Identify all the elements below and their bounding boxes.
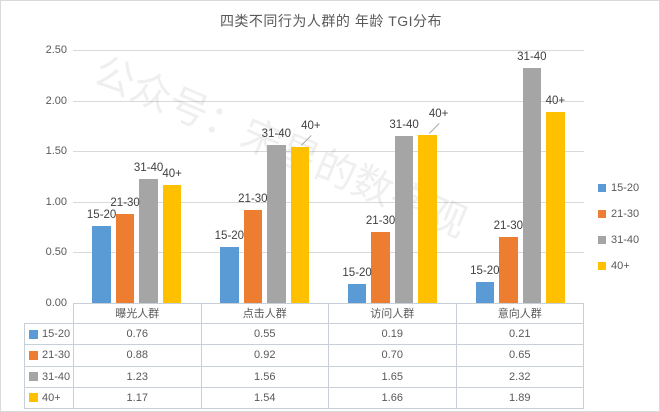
table-value-15-20-点击人群: 0.55 <box>201 324 329 346</box>
gridline-1.50 <box>73 151 584 152</box>
table-value-15-20-意向人群: 0.21 <box>456 324 584 346</box>
table-row-key-15-20: 15-20 <box>25 324 74 346</box>
bar-40+-曝光人群 <box>162 184 182 303</box>
legend: 15-20 21-30 31-40 40+ <box>598 175 639 279</box>
legend-swatch <box>598 236 606 244</box>
legend-key-swatch <box>29 372 38 382</box>
bar-40+-点击人群 <box>290 147 310 303</box>
y-axis-tick-label: 1.00 <box>45 196 67 208</box>
bar-data-label: 31-40 <box>133 161 164 174</box>
table-row-label: 31-40 <box>42 370 71 383</box>
legend-item-15-20: 15-20 <box>598 175 639 201</box>
legend-key-swatch <box>29 329 38 339</box>
bar-data-label: 15-20 <box>470 264 500 277</box>
table-value-15-20-曝光人群: 0.76 <box>74 324 202 346</box>
y-axis-tick-label: 2.00 <box>45 95 67 107</box>
table-row-label: 40+ <box>42 391 61 404</box>
table-value-21-30-点击人群: 0.92 <box>201 345 329 367</box>
table-value-40+-意向人群: 1.89 <box>456 387 584 409</box>
table-value-40+-点击人群: 1.54 <box>201 387 329 409</box>
bar-31-40-访问人群 <box>394 136 414 303</box>
table-row-key-31-40: 31-40 <box>25 366 74 388</box>
category-label-访问人群: 访问人群 <box>329 304 457 323</box>
gridline-2.00 <box>73 101 584 102</box>
gridline-2.50 <box>73 50 584 51</box>
legend-swatch <box>598 184 606 192</box>
legend-label: 40+ <box>611 260 630 272</box>
bar-21-30-访问人群 <box>371 232 390 303</box>
bar-21-30-点击人群 <box>243 209 263 303</box>
bar-data-label: 15-20 <box>214 230 245 243</box>
bar-data-label: 40+ <box>301 120 321 133</box>
bar-40+-访问人群 <box>418 135 437 303</box>
bar-data-label: 15-20 <box>342 266 372 279</box>
table-value-31-40-访问人群: 1.65 <box>329 366 457 388</box>
legend-item-31-40: 31-40 <box>598 227 639 253</box>
legend-key-swatch <box>29 393 38 403</box>
legend-label: 31-40 <box>611 234 640 246</box>
bar-data-label: 31-40 <box>517 51 547 64</box>
bar-15-20-意向人群 <box>475 281 495 303</box>
bar-21-30-曝光人群 <box>115 213 135 303</box>
gridline-0.50 <box>73 252 584 253</box>
table-value-21-30-意向人群: 0.65 <box>456 345 584 367</box>
bar-15-20-访问人群 <box>347 283 367 303</box>
category-label-意向人群: 意向人群 <box>457 304 584 323</box>
y-axis-tick-label: 0.50 <box>45 246 67 258</box>
gridline-1.00 <box>73 202 584 203</box>
table-row-label: 21-30 <box>42 349 71 362</box>
table-value-15-20-访问人群: 0.19 <box>329 324 457 346</box>
category-label-点击人群: 点击人群 <box>202 304 329 323</box>
legend-label: 21-30 <box>611 208 640 220</box>
table-value-21-30-访问人群: 0.70 <box>329 345 457 367</box>
bar-data-label: 21-30 <box>365 215 396 228</box>
table-value-40+-曝光人群: 1.17 <box>74 387 202 409</box>
category-axis-row: 曝光人群 点击人群 访问人群 意向人群 <box>73 303 584 323</box>
bar-40+-意向人群 <box>546 111 565 303</box>
legend-swatch <box>598 262 606 270</box>
chart-title: 四类不同行为人群的 年龄 TGI分布 <box>219 13 443 29</box>
table-row-key-40+: 40+ <box>25 387 74 409</box>
table-row-label: 15-20 <box>42 328 71 341</box>
bar-data-label: 40+ <box>545 94 566 107</box>
bar-15-20-曝光人群 <box>92 226 111 303</box>
bar-31-40-点击人群 <box>267 145 286 303</box>
bar-data-label: 21-30 <box>238 192 268 205</box>
bar-31-40-意向人群 <box>522 68 542 303</box>
legend-key-swatch <box>29 350 38 360</box>
table-value-31-40-意向人群: 2.32 <box>456 366 584 388</box>
bar-data-label: 40+ <box>162 167 182 180</box>
data-table: 15-20 0.76 0.55 0.19 0.21 21-30 0.88 0.92 0.70 0.… <box>24 323 584 409</box>
category-label-曝光人群: 曝光人群 <box>74 304 202 323</box>
bar-data-label: 21-30 <box>110 196 140 209</box>
table-row-key-21-30: 21-30 <box>25 345 74 367</box>
bar-15-20-点击人群 <box>220 247 239 303</box>
y-axis-tick-label: 1.50 <box>45 145 67 157</box>
table-value-21-30-曝光人群: 0.88 <box>74 345 202 367</box>
table-value-31-40-曝光人群: 1.23 <box>74 366 202 388</box>
legend-label: 15-20 <box>611 182 640 194</box>
bar-data-label: 40+ <box>428 108 449 120</box>
bar-data-label: 31-40 <box>261 128 292 141</box>
bar-data-label: 15-20 <box>86 209 117 222</box>
y-axis-tick-label: 0.00 <box>45 297 67 309</box>
table-value-31-40-点击人群: 1.56 <box>201 366 329 388</box>
bar-31-40-曝光人群 <box>139 178 158 303</box>
bar-data-label: 21-30 <box>493 220 524 233</box>
legend-item-21-30: 21-30 <box>598 201 639 227</box>
bar-data-label: 31-40 <box>389 119 419 132</box>
table-value-40+-访问人群: 1.66 <box>329 387 457 409</box>
y-axis-tick-label: 2.50 <box>45 44 67 56</box>
bar-21-30-意向人群 <box>499 237 518 303</box>
legend-item-40+: 40+ <box>598 253 639 279</box>
legend-swatch <box>598 210 606 218</box>
